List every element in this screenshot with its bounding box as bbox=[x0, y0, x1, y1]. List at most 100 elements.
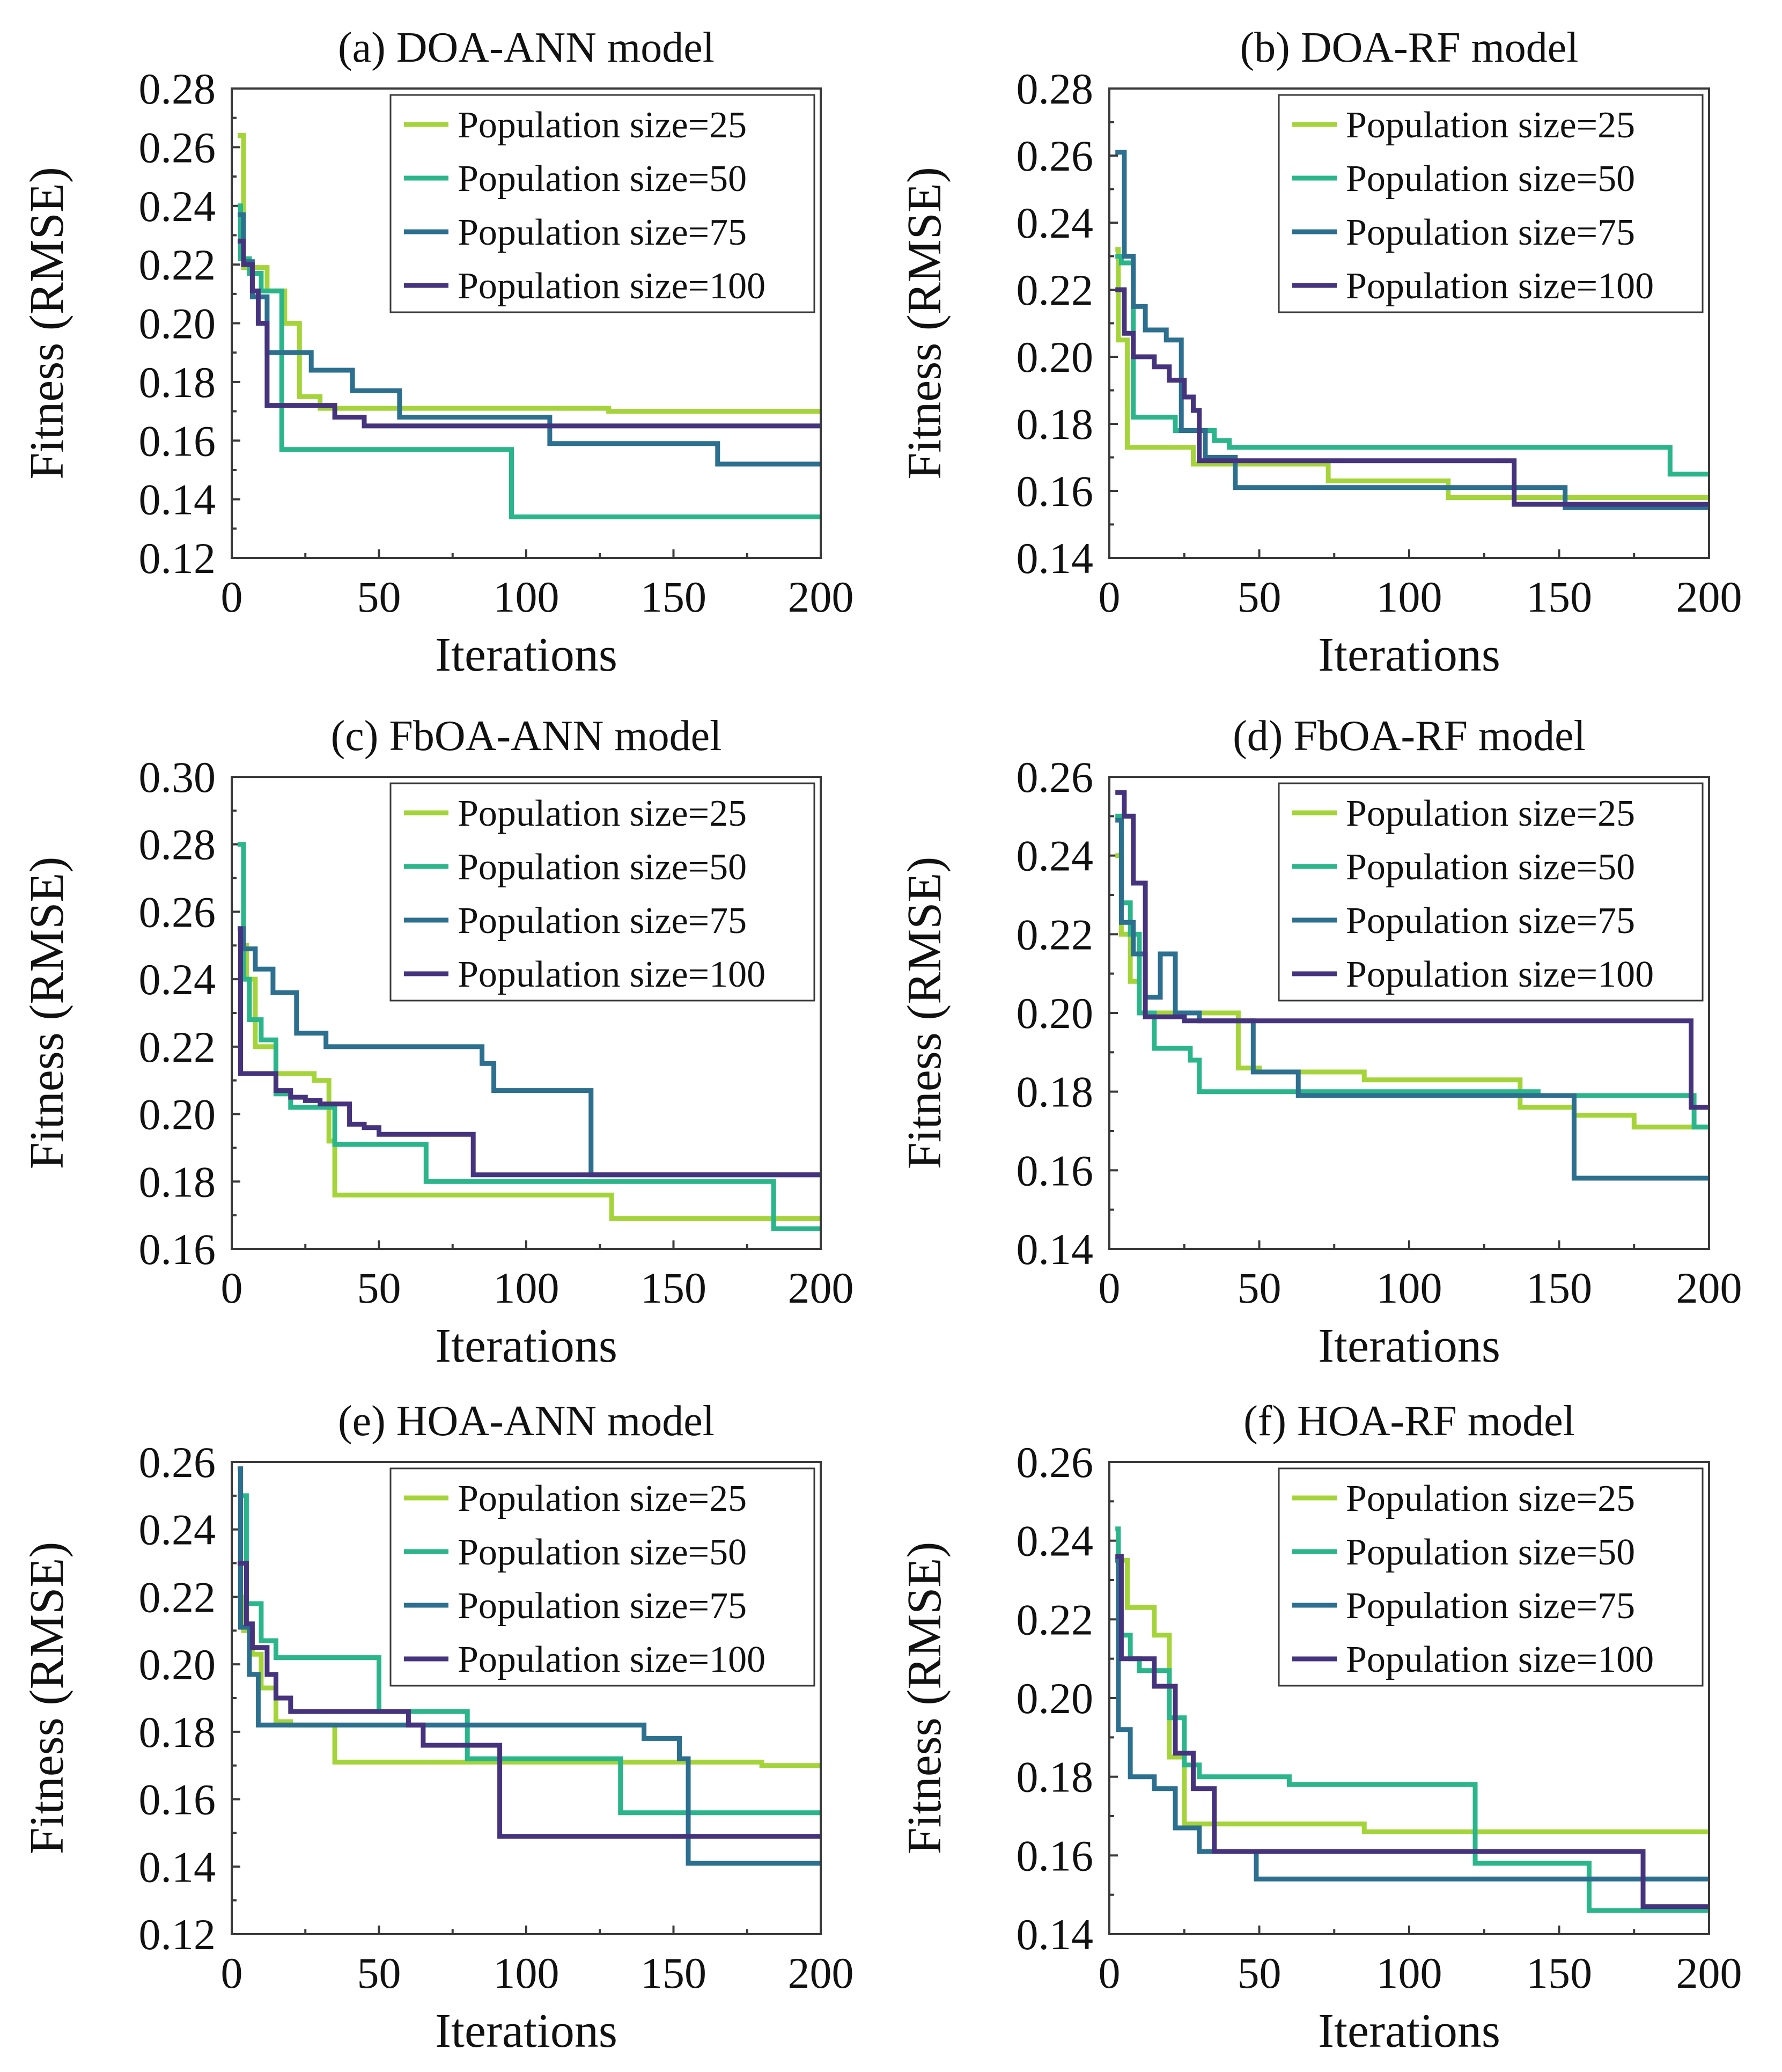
y-tick-label: 0.18 bbox=[139, 1708, 216, 1757]
legend-label: Population size=75 bbox=[1346, 1585, 1635, 1627]
panel-title: (f) HOA-RF model bbox=[1243, 1398, 1575, 1445]
y-tick-label: 0.16 bbox=[139, 416, 216, 465]
y-tick-label: 0.24 bbox=[139, 1505, 216, 1554]
x-tick-label: 0 bbox=[221, 1949, 243, 1997]
panel-c: (c) FbOA-ANN model 0.16 0.18 0.20 0.22 0.24 0.… bbox=[20, 712, 854, 1372]
legend-box bbox=[389, 1467, 815, 1687]
series-line-pop-100 bbox=[1115, 287, 1709, 507]
series-line-pop-50 bbox=[238, 842, 821, 1231]
series-line-pop-100 bbox=[238, 1561, 821, 1839]
x-tick-label: 100 bbox=[1376, 1263, 1442, 1312]
panel-title: (d) FbOA-RF model bbox=[1233, 712, 1586, 760]
x-tick-label: 0 bbox=[221, 572, 243, 621]
y-tick-label: 0.14 bbox=[139, 475, 216, 524]
x-axis-label: Iterations bbox=[1318, 1319, 1500, 1372]
x-tick-label: 200 bbox=[788, 572, 854, 621]
y-tick-label: 0.22 bbox=[1017, 1595, 1094, 1644]
legend: Population size=25 Population size=50 Popu… bbox=[1278, 1467, 1704, 1687]
legend-label: Population size=50 bbox=[1346, 847, 1635, 888]
y-tick-label: 0.22 bbox=[1017, 910, 1094, 959]
y-tick-label: 0.14 bbox=[1017, 1910, 1094, 1959]
legend-box bbox=[389, 94, 815, 313]
y-tick-label: 0.22 bbox=[139, 1573, 216, 1621]
y-tick-label: 0.20 bbox=[139, 1640, 216, 1689]
y-tick-label: 0.22 bbox=[139, 240, 216, 289]
y-tick-label: 0.18 bbox=[1017, 1068, 1094, 1116]
series-group bbox=[1115, 1526, 1709, 1913]
y-tick-label: 0.26 bbox=[139, 123, 216, 172]
x-tick-label: 50 bbox=[357, 572, 401, 621]
y-tick-label: 0.16 bbox=[1017, 467, 1094, 516]
y-tick-label: 0.24 bbox=[1017, 1517, 1094, 1566]
y-tick-label: 0.22 bbox=[1017, 266, 1094, 314]
x-tick-label: 200 bbox=[1676, 1949, 1742, 1997]
legend-label: Population size=100 bbox=[1346, 954, 1654, 995]
legend-label: Population size=75 bbox=[458, 1585, 747, 1627]
x-tick-label: 150 bbox=[1526, 1263, 1592, 1312]
series-group bbox=[1115, 790, 1709, 1181]
y-tick-label: 0.20 bbox=[1017, 1674, 1094, 1723]
legend-label: Population size=50 bbox=[458, 847, 747, 888]
legend-label: Population size=50 bbox=[458, 158, 747, 200]
x-tick-label: 50 bbox=[1238, 572, 1282, 621]
legend: Population size=25 Population size=50 Popu… bbox=[389, 1467, 815, 1687]
y-tick-label: 0.24 bbox=[1017, 199, 1094, 247]
legend-label: Population size=100 bbox=[1346, 266, 1654, 307]
plot-frame bbox=[231, 87, 822, 559]
x-tick-label: 100 bbox=[494, 572, 559, 621]
legend-box bbox=[1278, 1467, 1704, 1687]
y-tick-label: 0.16 bbox=[139, 1225, 216, 1274]
y-axis-label: Fitness (RMSE) bbox=[20, 857, 73, 1170]
legend-label: Population size=100 bbox=[458, 954, 765, 995]
x-tick-label: 100 bbox=[494, 1949, 559, 1997]
plot-frame bbox=[231, 776, 822, 1250]
x-tick-label: 50 bbox=[357, 1949, 401, 1997]
panel-title: (e) HOA-ANN model bbox=[338, 1398, 715, 1445]
y-tick-label: 0.18 bbox=[1017, 1753, 1094, 1802]
y-tick-label: 0.14 bbox=[1017, 1225, 1094, 1274]
panel-title: (c) FbOA-ANN model bbox=[331, 712, 722, 760]
x-tick-label: 200 bbox=[1676, 572, 1742, 621]
series-group bbox=[238, 842, 821, 1231]
y-tick-label: 0.16 bbox=[1017, 1831, 1094, 1880]
series-line-pop-75 bbox=[238, 212, 821, 467]
legend-label: Population size=75 bbox=[458, 900, 747, 942]
x-tick-label: 0 bbox=[221, 1263, 243, 1312]
legend-label: Population size=25 bbox=[458, 105, 747, 146]
plot-frame bbox=[1108, 776, 1710, 1250]
y-tick-label: 0.20 bbox=[1017, 989, 1094, 1038]
y-tick-label: 0.16 bbox=[139, 1775, 216, 1824]
legend-box bbox=[1278, 782, 1704, 1002]
legend: Population size=25 Population size=50 Popu… bbox=[1278, 782, 1704, 1002]
y-tick-label: 0.18 bbox=[1017, 400, 1094, 449]
legend-label: Population size=75 bbox=[458, 212, 747, 253]
x-axis-label: Iterations bbox=[435, 628, 617, 681]
x-tick-label: 150 bbox=[1526, 572, 1592, 621]
legend-label: Population size=50 bbox=[458, 1532, 747, 1573]
y-tick-label: 0.28 bbox=[1017, 64, 1094, 113]
y-axis-label: Fitness (RMSE) bbox=[898, 857, 951, 1170]
legend-label: Population size=50 bbox=[1346, 1532, 1635, 1573]
series-line-pop-50 bbox=[238, 203, 821, 519]
y-tick-label: 0.20 bbox=[139, 299, 216, 348]
legend: Population size=25 Population size=50 Popu… bbox=[389, 94, 815, 313]
y-axis-label: Fitness (RMSE) bbox=[20, 1542, 73, 1855]
x-tick-label: 0 bbox=[1099, 1263, 1121, 1312]
x-axis-label: Iterations bbox=[435, 2004, 617, 2058]
y-tick-label: 0.22 bbox=[139, 1023, 216, 1071]
legend-box bbox=[389, 782, 815, 1002]
x-tick-label: 150 bbox=[1526, 1949, 1592, 1997]
legend-label: Population size=25 bbox=[1346, 105, 1635, 146]
x-tick-label: 50 bbox=[1238, 1263, 1282, 1312]
y-tick-label: 0.26 bbox=[1017, 1438, 1094, 1487]
panel-title: (a) DOA-ANN model bbox=[338, 24, 715, 71]
x-tick-label: 200 bbox=[788, 1263, 854, 1312]
y-tick-label: 0.12 bbox=[139, 1910, 216, 1959]
panel-f: (f) HOA-RF model 0.14 0.16 0.18 0.20 0.22 0.24… bbox=[898, 1398, 1742, 2058]
y-tick-label: 0.28 bbox=[139, 64, 216, 113]
y-tick-label: 0.24 bbox=[139, 182, 216, 231]
y-tick-label: 0.12 bbox=[139, 534, 216, 583]
x-tick-label: 200 bbox=[788, 1949, 854, 1997]
x-tick-label: 0 bbox=[1099, 1949, 1121, 1997]
y-tick-label: 0.30 bbox=[139, 753, 216, 802]
